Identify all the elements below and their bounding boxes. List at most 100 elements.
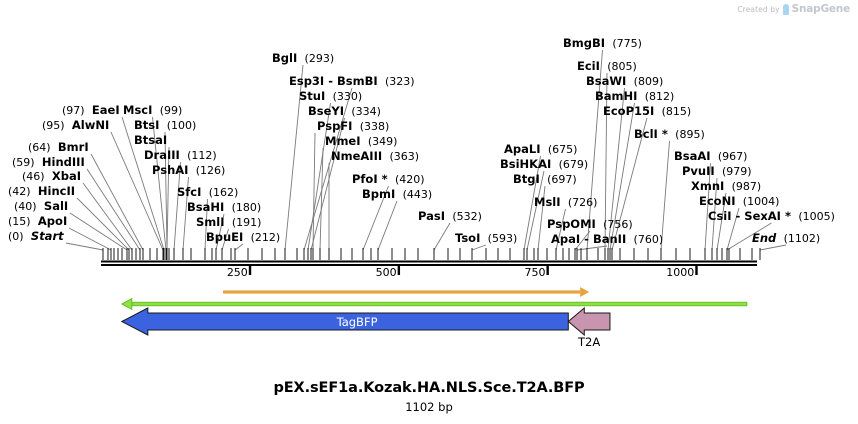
enzyme-label[interactable]: MmeI (349): [325, 135, 397, 148]
enzyme-name: PshAI: [152, 163, 189, 177]
enzyme-name: EaeI: [91, 103, 120, 117]
feature-green-fragment-arrow[interactable]: [121, 297, 748, 311]
enzyme-name: BsaWI: [586, 74, 627, 88]
enzyme-label[interactable]: BpmI (443): [362, 188, 432, 201]
enzyme-position: (64): [28, 141, 51, 154]
enzyme-label[interactable]: BsaWI (809): [586, 75, 663, 88]
enzyme-star-marker: *: [377, 172, 388, 186]
enzyme-position: (979): [721, 165, 752, 178]
enzyme-label[interactable]: End (1102): [752, 232, 820, 245]
enzyme-label[interactable]: (97) EaeI: [62, 104, 120, 117]
enzyme-name: BseYI: [308, 104, 345, 118]
enzyme-label[interactable]: EciI (805): [577, 60, 637, 73]
enzyme-label[interactable]: PvuII (979): [682, 165, 752, 178]
enzyme-name: XmnI: [691, 179, 725, 193]
enzyme-label[interactable]: BtsaI: [134, 134, 167, 146]
enzyme-label[interactable]: (40) SalI: [14, 200, 68, 213]
feature-T2A[interactable]: [567, 306, 611, 337]
plasmid-length-label: 1102 bp: [405, 400, 453, 414]
enzyme-position: (338): [359, 120, 390, 133]
enzyme-label[interactable]: SmlI (191): [196, 216, 261, 229]
enzyme-name: BmgBI: [563, 36, 606, 50]
enzyme-label[interactable]: MslI (726): [534, 196, 597, 209]
enzyme-position: (756): [603, 218, 633, 231]
enzyme-position: (323): [384, 75, 415, 88]
enzyme-label[interactable]: TsoI (593): [455, 232, 517, 245]
enzyme-name: BsaAI: [674, 149, 711, 163]
enzyme-label[interactable]: BclI * (895): [634, 128, 705, 141]
enzyme-label[interactable]: BmgBI (775): [563, 37, 642, 50]
enzyme-label[interactable]: EcoNI (1004): [699, 195, 779, 208]
enzyme-label[interactable]: SfcI (162): [177, 186, 238, 199]
enzyme-position: (675): [547, 143, 578, 156]
feature-orange-promoter-arrow[interactable]: [223, 287, 590, 297]
enzyme-name: ApaLI: [504, 142, 541, 156]
enzyme-position: (293): [304, 52, 335, 65]
enzyme-label[interactable]: ApaLI (675): [504, 143, 577, 156]
enzyme-label[interactable]: Esp3I - BsmBI (323): [289, 75, 415, 88]
enzyme-label[interactable]: PshAI (126): [152, 164, 225, 177]
enzyme-name: BtsI: [134, 118, 160, 132]
enzyme-position: (805): [607, 60, 637, 73]
enzyme-label[interactable]: BsaAI (967): [674, 150, 747, 163]
enzyme-label[interactable]: EcoP15I (815): [603, 105, 691, 118]
enzyme-name: SmlI: [196, 215, 225, 229]
enzyme-label[interactable]: MscI (99): [123, 104, 182, 117]
enzyme-name: PvuII: [682, 164, 715, 178]
enzyme-name: BtsaI: [134, 133, 168, 147]
enzyme-label[interactable]: PasI (532): [418, 210, 482, 223]
enzyme-position: (593): [487, 232, 518, 245]
enzyme-position: (100): [166, 119, 197, 132]
enzyme-position: (0): [8, 230, 24, 243]
enzyme-label[interactable]: DraIII (112): [144, 149, 217, 162]
enzyme-position: (42): [8, 185, 31, 198]
enzyme-label[interactable]: (0) Start: [8, 230, 64, 243]
enzyme-position: (809): [633, 75, 664, 88]
snapgene-bookmark-icon: [782, 3, 789, 15]
enzyme-name: BpuEI: [206, 230, 244, 244]
enzyme-name: Start: [30, 229, 64, 243]
enzyme-label[interactable]: BseYI (334): [308, 105, 381, 118]
enzyme-label[interactable]: StuI (330): [299, 90, 362, 103]
feature-graphic: TagBFP T2A: [120, 287, 748, 349]
enzyme-label[interactable]: BglI (293): [272, 52, 334, 65]
enzyme-label[interactable]: BsaHI (180): [187, 201, 261, 214]
enzyme-label[interactable]: NmeAIII (363): [331, 150, 419, 163]
feature-track: TagBFP T2A: [0, 282, 858, 352]
enzyme-position: (180): [231, 201, 262, 214]
enzyme-label[interactable]: BpuEI (212): [206, 231, 280, 244]
enzyme-name: MmeI: [325, 134, 361, 148]
enzyme-name: XbaI: [51, 169, 82, 183]
enzyme-label[interactable]: (42) HincII: [8, 185, 75, 198]
enzyme-label[interactable]: (59) HindIII: [12, 156, 85, 169]
enzyme-label[interactable]: PfoI * (420): [352, 173, 425, 186]
enzyme-name: SfcI: [177, 185, 202, 199]
enzyme-label[interactable]: (46) XbaI: [22, 170, 81, 183]
enzyme-label[interactable]: CsiI - SexAI * (1005): [708, 210, 835, 223]
enzyme-position: (532): [452, 210, 482, 223]
enzyme-position: (112): [187, 149, 217, 162]
enzyme-label-layer: (0) Start (15) ApoI (40) SalI (42) HincII (4…: [8, 37, 835, 251]
enzyme-label[interactable]: XmnI (987): [691, 180, 761, 193]
enzyme-label[interactable]: PspOMI (756): [547, 218, 633, 231]
enzyme-label[interactable]: BtsI (100): [134, 119, 196, 132]
enzyme-name: BclI: [634, 127, 658, 141]
enzyme-label[interactable]: BtgI (697): [513, 173, 577, 186]
enzyme-name: MslI: [534, 195, 561, 209]
enzyme-name: EcoP15I: [603, 104, 655, 118]
enzyme-label[interactable]: BamHI (812): [595, 90, 674, 103]
enzyme-name: PspOMI: [547, 217, 596, 231]
enzyme-position: (191): [231, 216, 262, 229]
enzyme-name: BglI: [272, 51, 298, 65]
enzyme-label[interactable]: (64) BmrI: [28, 141, 89, 154]
enzyme-label[interactable]: PspFI (338): [317, 120, 389, 133]
enzyme-position: (1102): [783, 232, 821, 245]
enzyme-name: ApaI - BanII: [551, 232, 627, 246]
enzyme-label[interactable]: BsiHKAI (679): [500, 158, 588, 171]
enzyme-label[interactable]: (15) ApoI: [8, 215, 67, 228]
enzyme-label[interactable]: (95) AlwNI: [42, 119, 109, 132]
created-by-label: Created by: [737, 4, 780, 14]
enzyme-label[interactable]: ApaI - BanII (760): [551, 233, 663, 246]
enzyme-name: MscI: [123, 103, 153, 117]
enzyme-name: BsaHI: [187, 200, 225, 214]
